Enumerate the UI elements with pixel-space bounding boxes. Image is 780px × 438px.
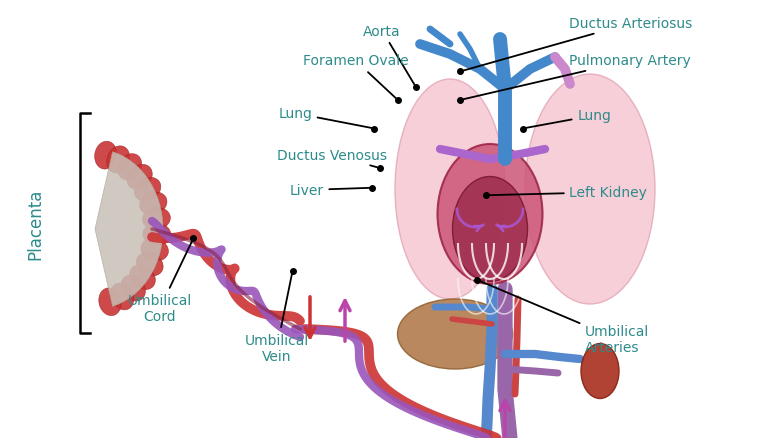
Ellipse shape xyxy=(140,193,167,215)
Ellipse shape xyxy=(143,224,171,246)
Ellipse shape xyxy=(136,253,163,276)
Ellipse shape xyxy=(398,299,512,369)
Text: Placenta: Placenta xyxy=(26,188,44,259)
Ellipse shape xyxy=(107,146,129,174)
Ellipse shape xyxy=(438,145,543,284)
Text: Ductus Venosus: Ductus Venosus xyxy=(277,148,387,168)
Ellipse shape xyxy=(129,265,155,290)
Ellipse shape xyxy=(395,80,505,299)
Text: Foramen Ovale: Foramen Ovale xyxy=(303,54,408,99)
Ellipse shape xyxy=(581,344,619,399)
Ellipse shape xyxy=(94,142,117,170)
Ellipse shape xyxy=(134,178,161,202)
Polygon shape xyxy=(95,152,163,307)
Ellipse shape xyxy=(99,288,121,316)
Ellipse shape xyxy=(141,239,168,261)
Text: Umbilical
Arteries: Umbilical Arteries xyxy=(480,281,649,354)
Ellipse shape xyxy=(111,283,134,310)
Text: Aorta: Aorta xyxy=(363,25,414,85)
Ellipse shape xyxy=(127,165,152,190)
Ellipse shape xyxy=(452,177,527,282)
Ellipse shape xyxy=(525,75,655,304)
Text: Umbilical
Vein: Umbilical Vein xyxy=(245,274,309,363)
Text: Liver: Liver xyxy=(289,184,369,198)
Text: Ductus Arteriosus: Ductus Arteriosus xyxy=(463,17,693,71)
Text: Lung: Lung xyxy=(278,107,372,129)
Ellipse shape xyxy=(118,154,142,180)
Text: Lung: Lung xyxy=(525,109,611,129)
Text: Left Kidney: Left Kidney xyxy=(489,186,647,200)
Text: Pulmonary Artery: Pulmonary Artery xyxy=(463,54,691,100)
Ellipse shape xyxy=(143,208,170,230)
Ellipse shape xyxy=(121,276,145,301)
Text: Umbilical
Cord: Umbilical Cord xyxy=(128,241,192,324)
